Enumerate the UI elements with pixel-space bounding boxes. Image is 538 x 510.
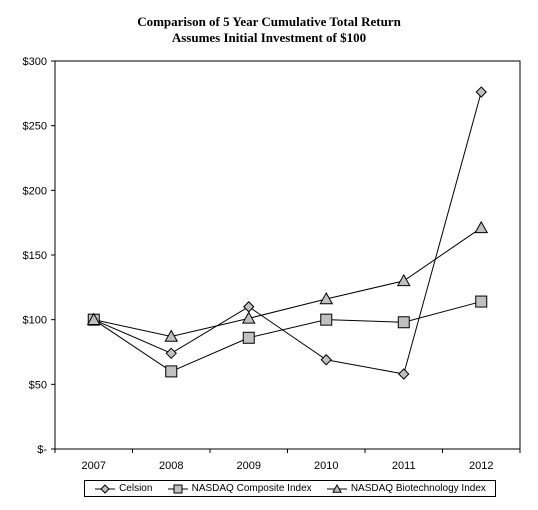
legend-item-nasdaq-biotechnology-index: NASDAQ Biotechnology Index (326, 483, 486, 495)
data-point-nasdaq-composite-index (320, 313, 333, 326)
data-point-celsion (475, 86, 487, 98)
legend-marker (100, 483, 110, 494)
data-point-celsion (398, 368, 410, 380)
y-tick-label: $100 (23, 315, 47, 327)
plot-area (54, 60, 521, 450)
data-point-nasdaq-composite-index (242, 331, 255, 344)
data-point-nasdaq-biotechnology-index (319, 291, 334, 305)
data-point-nasdaq-biotechnology-index (164, 329, 179, 342)
x-tick-label: 2008 (159, 460, 183, 472)
legend-item-nasdaq-composite-index: NASDAQ Composite Index (167, 483, 312, 495)
legend-marker (173, 484, 183, 493)
legend-marker (331, 483, 342, 493)
legend-label: Celsion (119, 483, 153, 494)
chart-title-block: Comparison of 5 Year Cumulative Total Re… (0, 14, 538, 46)
legend-triangle-icon (326, 483, 347, 493)
legend-label: NASDAQ Composite Index (191, 483, 312, 494)
x-tick-label: 2009 (237, 460, 261, 472)
series-line-celsion (93, 91, 482, 375)
data-point-nasdaq-composite-index (475, 295, 488, 308)
chart-legend: Celsion NASDAQ Composite Index NASDAQ Biot… (84, 480, 496, 497)
data-point-nasdaq-composite-index (165, 365, 178, 378)
data-point-nasdaq-biotechnology-index (241, 311, 256, 324)
data-point-nasdaq-biotechnology-index (396, 273, 411, 287)
x-tick-label: 2011 (392, 460, 416, 472)
legend-diamond-icon (95, 483, 116, 494)
y-tick-label: $- (37, 444, 47, 456)
data-point-nasdaq-biotechnology-index (474, 220, 489, 234)
data-point-celsion (165, 347, 177, 360)
y-tick-label: $250 (23, 121, 47, 133)
series-line-nasdaq-composite-index (93, 301, 482, 372)
legend-label: NASDAQ Biotechnology Index (350, 483, 486, 494)
y-tick-label: $50 (29, 379, 47, 391)
x-tick-label: 2007 (82, 460, 106, 472)
chart-title: Comparison of 5 Year Cumulative Total Re… (137, 14, 401, 29)
legend-item-celsion: Celsion (94, 483, 152, 495)
chart-subtitle: Assumes Initial Investment of $100 (171, 30, 367, 45)
series-line-nasdaq-biotechnology-index (93, 227, 482, 337)
x-tick-label: 2010 (314, 460, 338, 472)
y-tick-label: $150 (23, 250, 47, 262)
y-tick-label: $300 (23, 56, 47, 68)
x-tick-label: 2012 (469, 460, 493, 472)
legend-square-icon (167, 484, 188, 493)
y-tick-label: $200 (23, 185, 47, 197)
data-point-nasdaq-composite-index (397, 316, 410, 329)
data-point-celsion (320, 354, 332, 366)
line-chart: $- $50 $100 $150 $200 $250 $300 2007 2008 2009 201… (23, 56, 521, 472)
data-point-nasdaq-biotechnology-index (86, 312, 101, 325)
